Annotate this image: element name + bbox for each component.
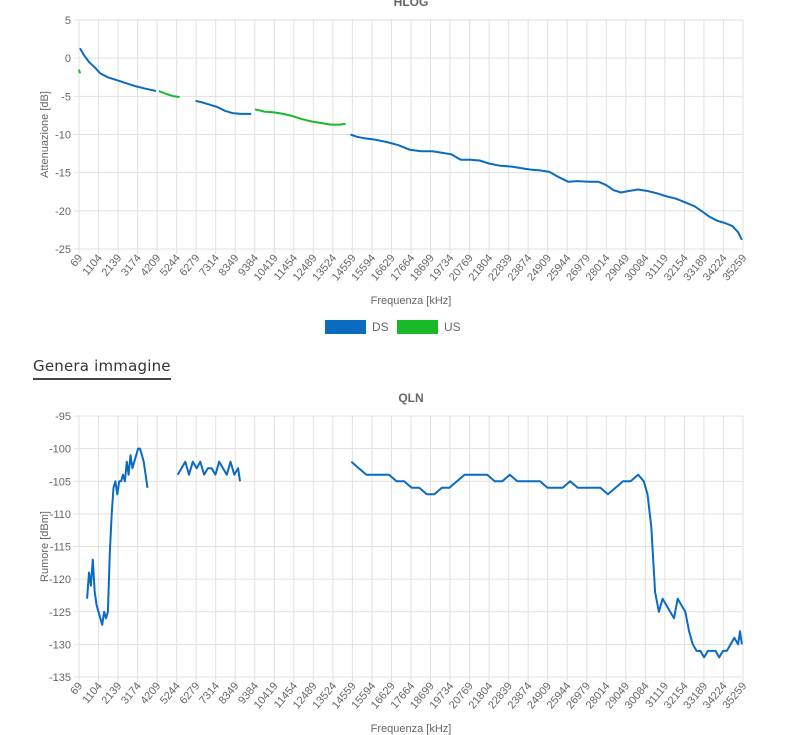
series-line-ds — [79, 47, 157, 92]
series-line-us — [254, 108, 346, 126]
x-tick-label: 4209 — [138, 252, 163, 278]
x-tick-label: 7314 — [197, 680, 222, 706]
x-tick-label: 4209 — [138, 680, 163, 706]
y-tick-label: -100 — [49, 444, 71, 456]
y-tick-label: -95 — [55, 411, 71, 423]
legend-item-us[interactable]: US — [397, 320, 461, 334]
x-tick-label: 8349 — [217, 680, 242, 706]
qln-chart: QLN6911042139317442095244627973148349938… — [39, 391, 749, 735]
series-line-ds — [350, 460, 743, 659]
y-tick-label: -110 — [50, 509, 71, 521]
y-tick-label: -125 — [49, 607, 71, 619]
series-line-ds — [350, 133, 743, 241]
y-tick-label: -20 — [55, 206, 71, 218]
y-tick-label: 5 — [65, 15, 71, 27]
chart-title: HLOG — [394, 0, 429, 9]
y-tick-label: -25 — [55, 244, 71, 256]
y-tick-label: -105 — [49, 476, 71, 488]
series-line-ds — [176, 460, 241, 482]
x-tick-label: 2139 — [99, 252, 124, 278]
y-axis-title: Rumore [dBm] — [39, 511, 51, 582]
legend-label: DS — [372, 320, 389, 334]
legend-item-ds[interactable]: DS — [325, 320, 389, 334]
y-tick-label: -135 — [49, 672, 71, 684]
y-tick-label: 0 — [65, 53, 71, 65]
x-axis-title: Frequenza [kHz] — [371, 295, 452, 307]
x-tick-label: 2139 — [99, 680, 124, 706]
series-line-ds — [86, 447, 149, 626]
x-axis-title: Frequenza [kHz] — [371, 723, 452, 735]
x-tick-label: 7314 — [197, 252, 222, 278]
series-line-us — [78, 69, 81, 74]
generate-image-link[interactable]: Genera immagine — [33, 357, 171, 380]
y-tick-label: -120 — [49, 574, 71, 586]
x-tick-label: 3174 — [119, 680, 144, 706]
hlog-chart: HLOG691104213931744209524462797314834993… — [39, 0, 749, 334]
legend-swatch-ds — [325, 320, 366, 334]
legend-swatch-us — [397, 320, 438, 334]
legend-label: US — [444, 320, 461, 334]
x-tick-label: 5244 — [158, 680, 183, 706]
x-tick-label: 1104 — [80, 680, 104, 706]
x-tick-label: 1104 — [80, 252, 104, 278]
x-tick-label: 6279 — [178, 680, 203, 706]
x-tick-label: 8349 — [217, 252, 242, 278]
x-tick-label: 6279 — [178, 252, 203, 278]
y-tick-label: -10 — [55, 130, 71, 142]
series-line-us — [158, 90, 180, 99]
y-tick-label: -15 — [55, 168, 71, 180]
series-line-ds — [195, 99, 252, 115]
y-tick-label: -115 — [50, 542, 71, 554]
y-tick-label: -130 — [49, 639, 71, 651]
x-tick-label: 5244 — [158, 252, 183, 278]
x-tick-label: 3174 — [119, 252, 144, 278]
chart-title: QLN — [398, 391, 423, 405]
y-axis-title: Attenuazione [dB] — [39, 91, 51, 178]
y-tick-label: -5 — [61, 91, 71, 103]
